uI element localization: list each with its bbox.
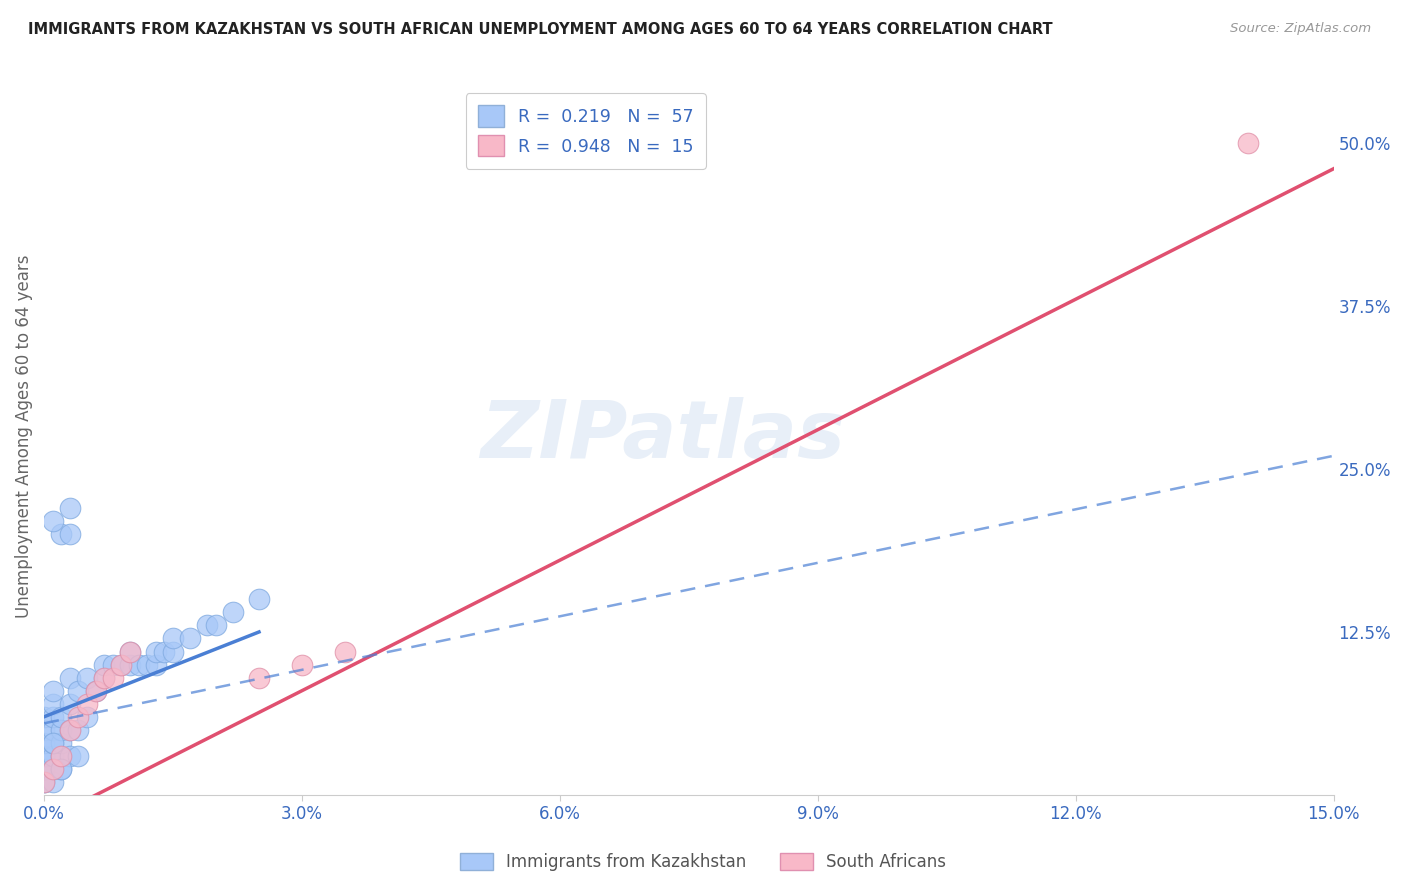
Point xyxy=(41,723,63,737)
Point xyxy=(51,748,73,763)
Point xyxy=(41,775,63,789)
Point xyxy=(59,671,82,685)
Point xyxy=(51,723,73,737)
Point xyxy=(110,657,132,672)
Point xyxy=(76,710,98,724)
Point xyxy=(120,657,142,672)
Point xyxy=(162,644,184,658)
Text: ZIPatlas: ZIPatlas xyxy=(481,397,845,475)
Point xyxy=(51,748,73,763)
Legend: R =  0.219   N =  57, R =  0.948   N =  15: R = 0.219 N = 57, R = 0.948 N = 15 xyxy=(465,94,706,169)
Point xyxy=(59,501,82,516)
Point xyxy=(41,748,63,763)
Point xyxy=(162,632,184,646)
Point xyxy=(1236,136,1258,150)
Point xyxy=(93,671,115,685)
Point xyxy=(59,527,82,541)
Point xyxy=(93,657,115,672)
Point xyxy=(84,683,107,698)
Point xyxy=(51,736,73,750)
Point xyxy=(32,736,55,750)
Point xyxy=(93,671,115,685)
Point xyxy=(59,748,82,763)
Point xyxy=(41,762,63,776)
Point xyxy=(51,527,73,541)
Point xyxy=(41,683,63,698)
Text: IMMIGRANTS FROM KAZAKHSTAN VS SOUTH AFRICAN UNEMPLOYMENT AMONG AGES 60 TO 64 YEA: IMMIGRANTS FROM KAZAKHSTAN VS SOUTH AFRI… xyxy=(28,22,1053,37)
Point xyxy=(67,710,90,724)
Point xyxy=(32,762,55,776)
Point xyxy=(32,748,55,763)
Point xyxy=(136,657,159,672)
Point xyxy=(32,762,55,776)
Point xyxy=(32,775,55,789)
Point xyxy=(67,683,90,698)
Point xyxy=(76,671,98,685)
Point xyxy=(153,644,176,658)
Point xyxy=(32,762,55,776)
Point xyxy=(59,697,82,711)
Y-axis label: Unemployment Among Ages 60 to 64 years: Unemployment Among Ages 60 to 64 years xyxy=(15,254,32,618)
Point xyxy=(32,775,55,789)
Point xyxy=(128,657,150,672)
Point xyxy=(51,762,73,776)
Point xyxy=(222,606,245,620)
Point xyxy=(41,736,63,750)
Point xyxy=(101,671,124,685)
Point xyxy=(41,736,63,750)
Point xyxy=(67,723,90,737)
Text: Source: ZipAtlas.com: Source: ZipAtlas.com xyxy=(1230,22,1371,36)
Point xyxy=(333,644,356,658)
Point xyxy=(120,644,142,658)
Point xyxy=(84,683,107,698)
Point xyxy=(41,762,63,776)
Point xyxy=(51,710,73,724)
Point xyxy=(51,762,73,776)
Point xyxy=(59,723,82,737)
Point xyxy=(59,723,82,737)
Point xyxy=(41,710,63,724)
Point xyxy=(145,657,167,672)
Point xyxy=(120,644,142,658)
Point xyxy=(179,632,201,646)
Point xyxy=(291,657,314,672)
Legend: Immigrants from Kazakhstan, South Africans: Immigrants from Kazakhstan, South Africa… xyxy=(451,845,955,880)
Point xyxy=(101,657,124,672)
Point xyxy=(41,697,63,711)
Point xyxy=(110,657,132,672)
Point xyxy=(32,775,55,789)
Point xyxy=(76,697,98,711)
Point xyxy=(32,710,55,724)
Point xyxy=(145,644,167,658)
Point xyxy=(41,514,63,528)
Point xyxy=(247,671,270,685)
Point xyxy=(32,748,55,763)
Point xyxy=(32,723,55,737)
Point xyxy=(205,618,228,632)
Point xyxy=(67,748,90,763)
Point xyxy=(197,618,219,632)
Point xyxy=(247,592,270,607)
